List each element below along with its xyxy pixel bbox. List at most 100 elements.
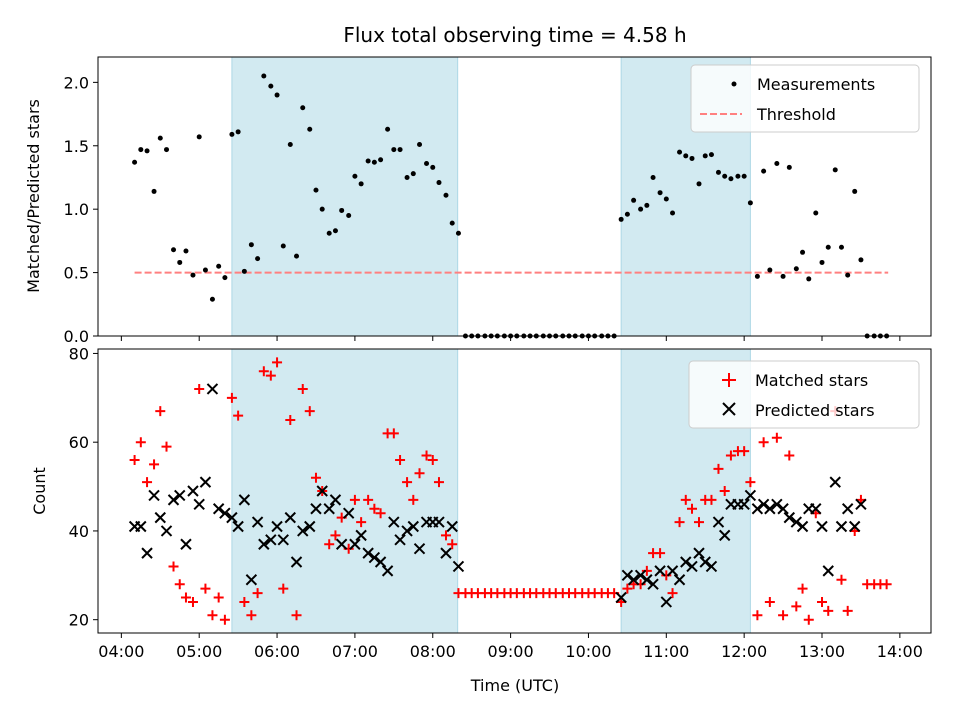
series-1-1-point-25 xyxy=(290,556,303,568)
series-0-0-point-83 xyxy=(670,210,676,216)
series-1-0-point-106 xyxy=(817,596,828,607)
series-1-0-point-99 xyxy=(771,432,782,443)
series-1-0-point-98 xyxy=(764,596,775,607)
series-1-0-point-41 xyxy=(395,454,406,465)
series-0-0-point-5 xyxy=(164,147,170,153)
x-tick-label-2: 06:00 xyxy=(254,642,300,661)
y-tick-label-0-2: 1.0 xyxy=(64,200,89,219)
series-1-0-point-5 xyxy=(161,441,172,452)
series-1-1-point-70 xyxy=(738,498,750,511)
series-0-0-point-31 xyxy=(332,228,338,234)
x-tick-label-1: 05:00 xyxy=(176,642,222,661)
series-0-0-point-36 xyxy=(365,158,371,164)
series-0-0-point-105 xyxy=(813,210,819,216)
series-1-0-point-82 xyxy=(661,570,672,581)
series-1-1-point-4 xyxy=(154,511,166,524)
series-1-0-point-31 xyxy=(330,530,341,541)
series-1-1-point-59 xyxy=(666,565,679,577)
series-0-0-point-13 xyxy=(216,263,222,269)
series-0-0-point-40 xyxy=(391,147,397,153)
series-0-0-point-41 xyxy=(397,147,403,153)
series-0-0-point-15 xyxy=(229,131,235,137)
series-0-0-point-20 xyxy=(261,73,267,79)
series-0-0-point-10 xyxy=(196,134,202,140)
count-y-axis-label: Count xyxy=(30,467,49,515)
series-0-0-point-104 xyxy=(806,276,812,282)
series-1-1-point-52 xyxy=(621,569,634,582)
legend-threshold-label: Threshold xyxy=(756,105,836,124)
series-0-0-point-19 xyxy=(255,256,261,262)
series-1-0-point-19 xyxy=(252,588,263,599)
series-0-0-point-110 xyxy=(845,272,851,278)
series-1-1-point-1 xyxy=(135,520,147,533)
series-1-1-point-19 xyxy=(251,516,264,528)
series-1-1-point-6 xyxy=(167,494,180,506)
series-0-0-point-44 xyxy=(417,142,423,148)
x-tick-label-5: 09:00 xyxy=(488,642,534,661)
series-1-0-point-35 xyxy=(356,517,367,528)
series-0-0-point-75 xyxy=(618,216,624,222)
series-0-0-point-45 xyxy=(424,161,430,167)
series-1-0-point-89 xyxy=(706,494,717,505)
series-1-1-point-54 xyxy=(634,569,647,582)
series-1-1-point-61 xyxy=(680,556,692,568)
legend-measurements-label: Measurements xyxy=(757,75,875,94)
series-0-0-point-43 xyxy=(410,171,416,177)
series-1-1-point-67 xyxy=(718,529,731,542)
series-1-1-point-18 xyxy=(245,574,258,586)
series-1-1-point-29 xyxy=(316,485,328,497)
series-1-1-point-50 xyxy=(452,560,465,573)
series-0-0-point-84 xyxy=(677,149,683,155)
series-1-1-point-39 xyxy=(381,565,394,577)
series-1-1-point-17 xyxy=(238,494,251,506)
series-1-0-point-3 xyxy=(149,459,160,470)
series-0-0-point-39 xyxy=(385,126,391,132)
series-1-1-point-41 xyxy=(394,534,406,546)
series-0-0-point-28 xyxy=(313,187,319,193)
series-0-0-point-90 xyxy=(715,169,721,175)
series-1-1-point-81 xyxy=(810,503,822,515)
series-1-0-point-26 xyxy=(297,383,308,394)
series-1-1-point-77 xyxy=(783,511,796,524)
series-1-0-point-34 xyxy=(349,494,360,505)
ratio-panel: 0.00.51.01.52.0 Matched/Predicted stars … xyxy=(24,56,932,346)
series-1-0-point-79 xyxy=(641,565,652,576)
series-0-0-point-111 xyxy=(852,188,858,194)
series-1-1-point-31 xyxy=(329,494,342,506)
series-0-0-point-89 xyxy=(708,152,714,158)
y-tick-label-1-3: 80 xyxy=(69,344,89,363)
series-1-1-point-58 xyxy=(660,596,673,608)
ratio-y-axis-label: Matched/Predicted stars xyxy=(24,99,43,293)
legend-matched-label: Matched stars xyxy=(755,371,868,390)
series-0-0-point-6 xyxy=(171,247,177,253)
x-tick-label-6: 10:00 xyxy=(565,642,611,661)
series-0-0-point-88 xyxy=(702,153,708,159)
series-1-0-point-7 xyxy=(174,579,185,590)
series-0-0-point-99 xyxy=(774,161,780,167)
series-0-0-point-93 xyxy=(735,173,741,179)
series-1-0-point-17 xyxy=(239,596,250,607)
series-1-0-point-27 xyxy=(304,406,315,417)
series-1-0-point-107 xyxy=(823,605,834,616)
series-1-1-point-3 xyxy=(148,489,160,502)
series-1-0-point-90 xyxy=(713,463,724,474)
series-0-0-point-76 xyxy=(624,211,630,217)
x-tick-label-3: 07:00 xyxy=(332,642,378,661)
series-1-1-point-26 xyxy=(297,525,309,537)
series-0-0-point-38 xyxy=(378,157,384,163)
series-1-0-point-13 xyxy=(213,592,224,603)
series-1-0-point-15 xyxy=(226,392,237,403)
series-0-0-point-77 xyxy=(631,197,637,203)
series-1-0-point-104 xyxy=(803,614,814,625)
y-tick-label-0-1: 0.5 xyxy=(64,264,89,283)
x-axis-label: Time (UTC) xyxy=(470,676,559,695)
series-1-1-point-76 xyxy=(777,503,789,515)
series-1-0-point-18 xyxy=(246,610,257,621)
series-0-0-point-50 xyxy=(455,230,461,236)
y-tick-label-0-3: 1.5 xyxy=(64,137,89,156)
series-0-0-point-7 xyxy=(177,259,183,265)
series-1-1-point-37 xyxy=(368,551,381,564)
count-legend-box xyxy=(688,360,920,429)
series-1-1-point-34 xyxy=(349,538,361,550)
series-0-0-point-0 xyxy=(132,159,138,165)
